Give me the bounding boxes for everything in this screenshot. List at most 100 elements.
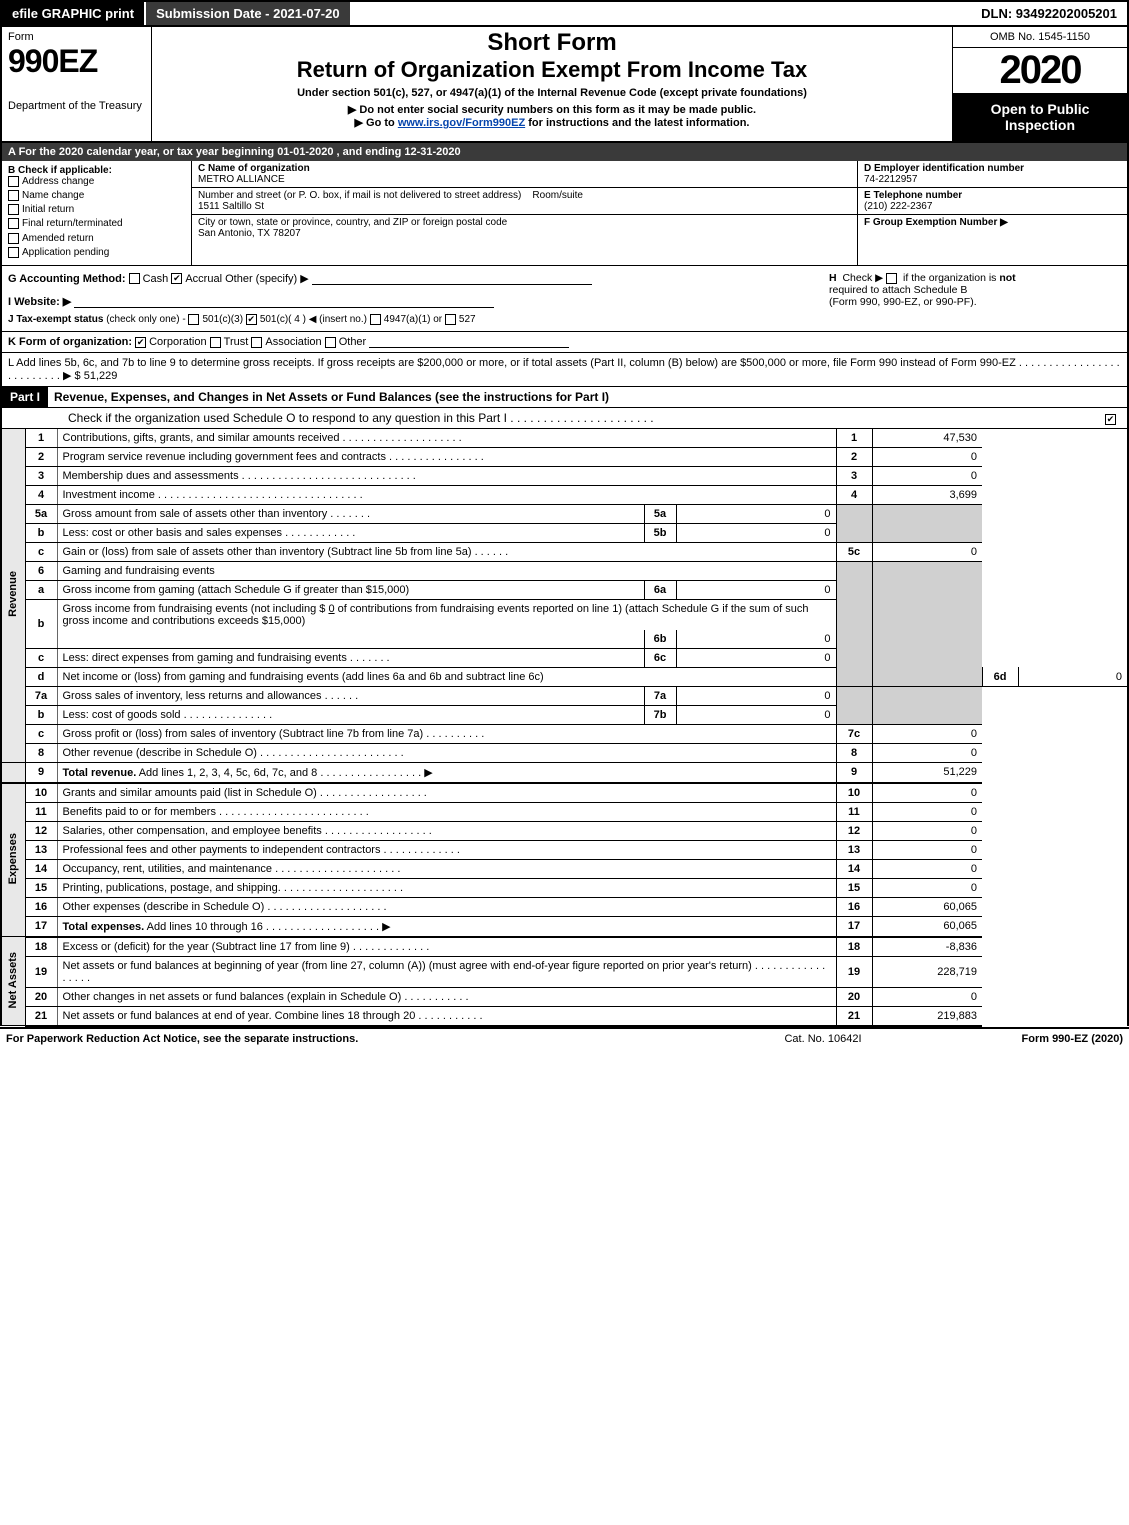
lines-ghij: G Accounting Method: Cash Accrual Other … <box>0 266 1129 332</box>
box-e-lbl: E Telephone number <box>864 190 962 201</box>
val-6b-contrib: 0 <box>328 603 334 615</box>
chk-cash[interactable] <box>129 273 140 284</box>
box-d-lbl: D Employer identification number <box>864 163 1024 174</box>
header-center: Short Form Return of Organization Exempt… <box>152 27 952 141</box>
efile-tab[interactable]: efile GRAPHIC print <box>2 2 144 25</box>
phone: (210) 222-2367 <box>864 201 932 212</box>
val-7b: 0 <box>676 705 836 724</box>
box-c-city-lbl: City or town, state or province, country… <box>198 217 507 228</box>
omb-number: OMB No. 1545-1150 <box>953 27 1127 48</box>
box-c: C Name of organization METRO ALLIANCE Nu… <box>192 161 857 265</box>
tax-year: 2020 <box>953 48 1127 93</box>
chk-501c[interactable] <box>246 314 257 325</box>
dln: DLN: 93492202005201 <box>971 2 1127 25</box>
val-5a: 0 <box>676 504 836 523</box>
gross-receipts: ▶ $ 51,229 <box>63 370 117 382</box>
website-field[interactable] <box>74 296 494 308</box>
irs-link[interactable]: www.irs.gov/Form990EZ <box>398 117 525 129</box>
side-net-assets: Net Assets <box>1 937 25 1026</box>
chk-accrual[interactable] <box>171 273 182 284</box>
other-org-field[interactable] <box>369 336 569 348</box>
line-h: H Check ▶ if the organization is not req… <box>821 272 1121 325</box>
box-def: D Employer identification number 74-2212… <box>857 161 1127 265</box>
val-13: 0 <box>872 840 982 859</box>
chk-527[interactable] <box>445 314 456 325</box>
form-word: Form <box>8 31 145 43</box>
val-19: 228,719 <box>872 956 982 987</box>
room-suite-lbl: Room/suite <box>532 190 583 201</box>
chk-corp[interactable] <box>135 337 146 348</box>
part-i-check-text: Check if the organization used Schedule … <box>62 408 1097 428</box>
subtitle-1: Under section 501(c), 527, or 4947(a)(1)… <box>156 87 948 99</box>
box-b: B Check if applicable: Address change Na… <box>2 161 192 265</box>
line-i: I Website: ▶ <box>8 295 821 308</box>
val-6d: 0 <box>1018 667 1128 686</box>
val-17: 60,065 <box>872 916 982 937</box>
val-6c: 0 <box>676 648 836 667</box>
val-2: 0 <box>872 447 982 466</box>
line-g: G Accounting Method: Cash Accrual Other … <box>8 272 821 285</box>
line-l: L Add lines 5b, 6c, and 7b to line 9 to … <box>0 353 1129 387</box>
val-8: 0 <box>872 743 982 762</box>
val-9: 51,229 <box>872 762 982 783</box>
chk-name[interactable] <box>8 190 19 201</box>
chk-amended[interactable] <box>8 233 19 244</box>
box-b-title: B Check if applicable: <box>8 165 185 176</box>
box-c-name-lbl: C Name of organization <box>198 163 310 174</box>
chk-other-org[interactable] <box>325 337 336 348</box>
val-14: 0 <box>872 859 982 878</box>
box-f-lbl: F Group Exemption Number ▶ <box>864 217 1008 228</box>
val-20: 0 <box>872 987 982 1006</box>
submission-date: Submission Date - 2021-07-20 <box>144 2 350 25</box>
footer-form: Form 990-EZ (2020) <box>923 1033 1123 1045</box>
part-i-table: Revenue 1 Contributions, gifts, grants, … <box>0 429 1129 1027</box>
subtitle-2: ▶ Do not enter social security numbers o… <box>156 103 948 116</box>
info-block: B Check if applicable: Address change Na… <box>0 161 1129 266</box>
line-j: J Tax-exempt status (check only one) - 5… <box>8 314 821 325</box>
val-3: 0 <box>872 466 982 485</box>
ein: 74-2212957 <box>864 174 917 185</box>
val-7c: 0 <box>872 724 982 743</box>
org-city: San Antonio, TX 78207 <box>198 228 301 239</box>
header-right: OMB No. 1545-1150 2020 Open to Public In… <box>952 27 1127 141</box>
chk-schedule-b[interactable] <box>886 273 897 284</box>
chk-4947[interactable] <box>370 314 381 325</box>
chk-pending[interactable] <box>8 247 19 258</box>
val-4: 3,699 <box>872 485 982 504</box>
val-11: 0 <box>872 802 982 821</box>
part-i-header-row: Part I Revenue, Expenses, and Changes in… <box>0 387 1129 408</box>
part-i-title: Revenue, Expenses, and Changes in Net As… <box>48 387 1127 407</box>
subtitle-3: ▶ Go to www.irs.gov/Form990EZ for instru… <box>156 116 948 129</box>
topbar: efile GRAPHIC print Submission Date - 20… <box>0 0 1129 27</box>
chk-trust[interactable] <box>210 337 221 348</box>
chk-501c3[interactable] <box>188 314 199 325</box>
val-16: 60,065 <box>872 897 982 916</box>
val-10: 0 <box>872 783 982 803</box>
side-expenses: Expenses <box>1 783 25 937</box>
dept-treasury: Department of the Treasury <box>8 100 145 112</box>
val-6b: 0 <box>676 630 836 649</box>
open-to-public: Open to Public Inspection <box>953 93 1127 141</box>
val-21: 219,883 <box>872 1006 982 1026</box>
chk-address[interactable] <box>8 176 19 187</box>
form-number: 990EZ <box>8 43 145 80</box>
chk-initial[interactable] <box>8 204 19 215</box>
chk-final[interactable] <box>8 218 19 229</box>
org-name: METRO ALLIANCE <box>198 174 285 185</box>
val-5c: 0 <box>872 542 982 561</box>
chk-schedule-o[interactable] <box>1105 414 1116 425</box>
chk-assoc[interactable] <box>251 337 262 348</box>
org-street: 1511 Saltillo St <box>198 201 264 212</box>
side-revenue: Revenue <box>1 429 25 763</box>
period-row: A For the 2020 calendar year, or tax yea… <box>0 143 1129 161</box>
short-form-title: Short Form <box>156 29 948 57</box>
box-c-street-lbl: Number and street (or P. O. box, if mail… <box>198 190 521 201</box>
val-1: 47,530 <box>872 429 982 448</box>
val-6a: 0 <box>676 580 836 599</box>
page-footer: For Paperwork Reduction Act Notice, see … <box>0 1027 1129 1049</box>
val-12: 0 <box>872 821 982 840</box>
part-i-label: Part I <box>2 387 48 407</box>
header-left: Form 990EZ Department of the Treasury <box>2 27 152 141</box>
other-specify-field[interactable] <box>312 273 592 285</box>
val-5b: 0 <box>676 523 836 542</box>
